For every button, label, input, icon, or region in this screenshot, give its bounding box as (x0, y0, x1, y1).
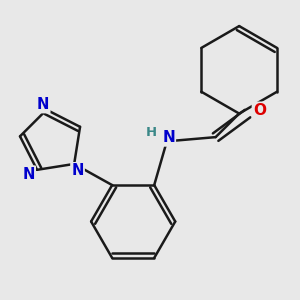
Text: N: N (22, 167, 35, 182)
Text: H: H (146, 126, 157, 140)
Text: O: O (253, 103, 266, 118)
Text: N: N (162, 130, 175, 146)
Text: N: N (37, 97, 50, 112)
Text: N: N (71, 163, 84, 178)
